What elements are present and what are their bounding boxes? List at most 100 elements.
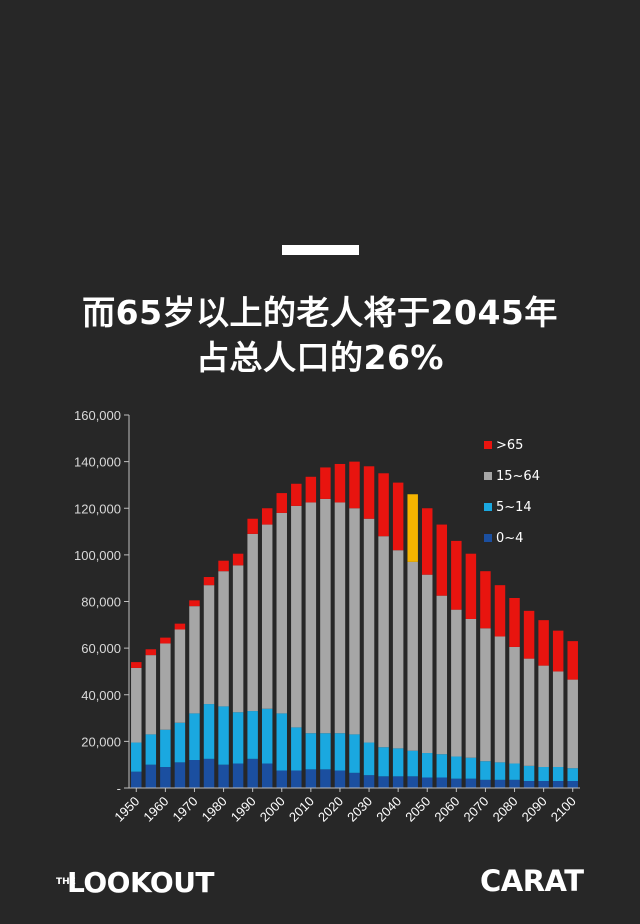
- bar-2035-5~14: [378, 747, 389, 777]
- bar-2005->65: [291, 483, 302, 506]
- bar-2020-0~4: [334, 770, 346, 788]
- bar-1950-5~14: [131, 742, 142, 772]
- bar-2000-0~4: [276, 770, 287, 788]
- carat-logo: CARAT: [480, 864, 584, 898]
- bar-2085-0~4: [523, 781, 535, 788]
- bar-2100-5~14: [567, 768, 578, 781]
- bar-2005-15~64: [291, 505, 302, 728]
- x-tick-label: 2030: [344, 794, 375, 825]
- bar-2045->65: [407, 494, 418, 562]
- lookout-logo: THE LOOKOUT: [56, 862, 215, 902]
- bar-2060-0~4: [451, 778, 462, 788]
- bar-2045-15~64: [407, 561, 418, 751]
- bar-2015-0~4: [320, 769, 331, 788]
- bar-1970-0~4: [189, 760, 200, 788]
- y-tick-label: 40,000: [81, 688, 121, 703]
- title-divider-bar: [282, 245, 359, 255]
- legend-label-age_0_4: 0~4: [496, 531, 523, 546]
- bar-2070->65: [480, 571, 491, 629]
- bar-2040-5~14: [392, 748, 404, 777]
- bar-2005-5~14: [291, 727, 302, 771]
- bar-1970->65: [189, 600, 200, 607]
- bar-1975-5~14: [203, 704, 215, 759]
- bar-1980-5~14: [218, 706, 229, 765]
- bar-1960-5~14: [160, 729, 171, 768]
- title-line-2: 占总人口的26%: [196, 338, 444, 377]
- bar-2035-0~4: [378, 776, 389, 788]
- legend-label-age_15_64: 15~64: [496, 469, 540, 484]
- bar-1975-0~4: [203, 758, 215, 788]
- legend-swatch-age_0_4: [484, 534, 492, 542]
- bar-1990-0~4: [247, 758, 258, 788]
- bar-1960-0~4: [160, 767, 171, 788]
- x-tick-label: 2100: [548, 794, 579, 825]
- bar-2050->65: [422, 508, 433, 575]
- y-tick-label: 100,000: [74, 548, 121, 563]
- bar-1980-15~64: [218, 571, 229, 707]
- bar-1960->65: [160, 637, 171, 644]
- y-tick-label: 80,000: [81, 595, 121, 610]
- bar-2085-5~14: [523, 765, 535, 781]
- bar-2065-5~14: [465, 757, 477, 779]
- x-tick-label: 1950: [111, 794, 142, 825]
- bar-1995-0~4: [261, 763, 273, 788]
- population-chart: - 20,000 40,000 60,000 80,000 100,000 120,000 1…: [74, 408, 580, 825]
- bar-2100->65: [567, 641, 578, 680]
- bar-1995-5~14: [261, 708, 273, 764]
- bar-2095-5~14: [552, 767, 564, 782]
- bar-1965-5~14: [174, 722, 186, 763]
- bar-1995->65: [261, 508, 273, 525]
- bar-1990-15~64: [247, 533, 258, 712]
- x-tick-label: 2080: [490, 794, 521, 825]
- bar-1980-0~4: [218, 764, 229, 788]
- x-tick-label: 2010: [286, 794, 317, 825]
- y-tick-label: 20,000: [81, 734, 121, 749]
- bar-2095-15~64: [552, 671, 564, 768]
- bar-2020-15~64: [334, 502, 346, 734]
- bar-2025-15~64: [349, 508, 360, 735]
- bar-2050-0~4: [422, 777, 433, 788]
- bar-2060-5~14: [451, 756, 462, 779]
- bar-2030-15~64: [363, 518, 375, 743]
- bar-2075-0~4: [494, 779, 506, 788]
- bar-1965-0~4: [174, 762, 186, 788]
- bar-1950-0~4: [131, 771, 142, 788]
- bar-1975-15~64: [203, 585, 215, 705]
- bar-2015->65: [320, 467, 331, 499]
- bar-1950-15~64: [131, 667, 142, 743]
- bar-2030->65: [363, 466, 375, 519]
- bar-2010-5~14: [305, 733, 317, 770]
- legend-swatch-age_5_14: [484, 503, 492, 511]
- bar-1990->65: [247, 518, 258, 534]
- bar-2025->65: [349, 461, 360, 509]
- bar-2040-0~4: [392, 776, 404, 788]
- x-tick-label: 2020: [315, 794, 346, 825]
- x-tick-label: 1980: [199, 794, 230, 825]
- bar-2025-5~14: [349, 734, 360, 773]
- bar-2055-15~64: [436, 595, 448, 755]
- y-tick-label: 60,000: [81, 641, 121, 656]
- bar-2085-15~64: [523, 658, 535, 766]
- bar-1985-15~64: [232, 565, 244, 713]
- bar-1965-15~64: [174, 629, 186, 723]
- bar-2000-15~64: [276, 512, 287, 714]
- bar-1950->65: [131, 662, 142, 668]
- bar-2030-5~14: [363, 742, 375, 776]
- bar-2030-0~4: [363, 775, 375, 788]
- x-tick-label: 2040: [373, 794, 404, 825]
- bar-2075-5~14: [494, 762, 506, 780]
- bar-2035-15~64: [378, 536, 389, 748]
- bar-2045-0~4: [407, 776, 418, 788]
- bar-1955-5~14: [145, 734, 157, 765]
- bar-2055-0~4: [436, 777, 448, 788]
- x-tick-label: 2000: [257, 794, 288, 825]
- bar-2090->65: [538, 620, 549, 666]
- bar-2040-15~64: [392, 550, 404, 749]
- bar-1985->65: [232, 553, 244, 566]
- legend-swatch-age_15_64: [484, 472, 492, 480]
- bar-2055-5~14: [436, 754, 448, 778]
- lookout-logo-prefix: THE: [56, 876, 76, 887]
- x-tick-label: 2090: [519, 794, 550, 825]
- bar-2010-0~4: [305, 769, 317, 788]
- y-tick-label: 140,000: [74, 455, 121, 470]
